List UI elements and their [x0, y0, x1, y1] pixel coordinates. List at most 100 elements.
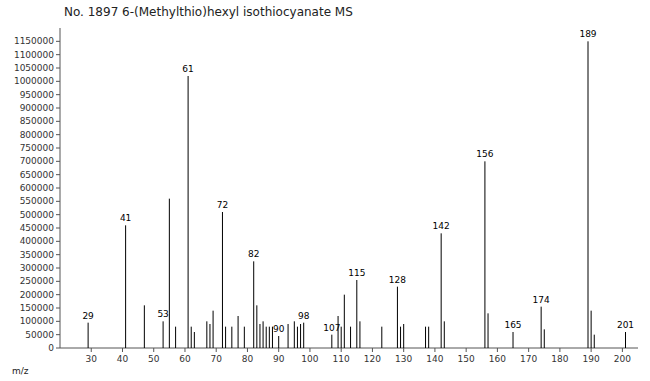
x-tick-label: 90	[273, 354, 285, 364]
y-tick	[56, 241, 60, 242]
x-tick-label: 30	[86, 354, 98, 364]
y-tick	[56, 68, 60, 69]
y-tick	[56, 161, 60, 162]
peak	[381, 327, 382, 348]
peak-label: 156	[476, 149, 493, 159]
peak-label: 72	[217, 200, 228, 210]
x-tick	[247, 348, 248, 352]
y-tick-label: 800000	[20, 130, 55, 140]
x-tick	[341, 348, 342, 352]
y-tick-label: 1000000	[14, 76, 54, 86]
peak-label: 29	[82, 311, 94, 321]
y-tick	[56, 308, 60, 309]
y-tick-label: 450000	[20, 223, 55, 233]
x-tick-label: 100	[301, 354, 318, 364]
peak	[209, 324, 210, 348]
peak	[297, 327, 298, 348]
peak	[397, 287, 398, 348]
peak	[256, 305, 257, 348]
x-tick	[403, 348, 404, 352]
y-tick	[56, 228, 60, 229]
peak	[266, 327, 267, 348]
y-tick-label: 100000	[20, 316, 55, 326]
peak	[125, 225, 126, 348]
x-tick	[622, 348, 623, 352]
peak	[269, 327, 270, 348]
y-tick-label: 550000	[20, 196, 55, 206]
y-tick-label: 0	[48, 343, 54, 353]
peak	[484, 161, 485, 348]
peak	[294, 321, 295, 348]
x-tick	[216, 348, 217, 352]
x-tick-label: 110	[333, 354, 350, 364]
x-axis-line	[60, 348, 638, 349]
x-tick-label: 130	[395, 354, 412, 364]
y-tick	[56, 148, 60, 149]
x-tick-label: 120	[364, 354, 381, 364]
x-tick	[559, 348, 560, 352]
peak-label: 61	[182, 64, 193, 74]
x-tick	[372, 348, 373, 352]
peak-label: 128	[389, 275, 406, 285]
y-tick-label: 400000	[20, 236, 55, 246]
y-tick	[56, 174, 60, 175]
y-tick-label: 200000	[20, 290, 55, 300]
peak-label: 82	[248, 249, 259, 259]
x-tick-label: 50	[148, 354, 160, 364]
peak	[263, 321, 264, 348]
x-tick-label: 170	[520, 354, 537, 364]
y-tick-label: 1100000	[14, 50, 54, 60]
y-tick	[56, 294, 60, 295]
peak	[238, 316, 239, 348]
x-tick-label: 140	[426, 354, 443, 364]
peak	[222, 212, 223, 348]
x-tick	[153, 348, 154, 352]
x-tick	[434, 348, 435, 352]
peak	[225, 327, 226, 348]
y-tick-label: 750000	[20, 143, 55, 153]
peak-label: 115	[348, 268, 365, 278]
peak	[175, 327, 176, 348]
x-tick	[591, 348, 592, 352]
peak	[278, 336, 279, 348]
peak	[594, 335, 595, 348]
y-tick-label: 150000	[20, 303, 55, 313]
peak	[544, 329, 545, 348]
y-tick	[56, 81, 60, 82]
peak	[259, 324, 260, 348]
x-tick	[528, 348, 529, 352]
x-tick-label: 190	[583, 354, 600, 364]
y-tick-label: 1050000	[14, 63, 54, 73]
peak	[425, 327, 426, 348]
peak	[359, 321, 360, 348]
peak	[213, 311, 214, 348]
peak	[350, 327, 351, 348]
peak	[488, 313, 489, 348]
y-tick	[56, 268, 60, 269]
y-tick	[56, 281, 60, 282]
x-tick	[184, 348, 185, 352]
peaks	[88, 41, 625, 348]
y-tick-label: 350000	[20, 250, 55, 260]
x-tick	[91, 348, 92, 352]
x-tick	[122, 348, 123, 352]
peak	[344, 295, 345, 348]
chart: 0500001000001500002000002500003000003500…	[0, 0, 650, 381]
x-tick-label: 60	[179, 354, 191, 364]
peak	[403, 324, 404, 348]
peak	[625, 332, 626, 348]
y-tick-label: 600000	[20, 183, 55, 193]
peak-label: 165	[504, 320, 521, 330]
peak	[400, 327, 401, 348]
peak	[300, 324, 301, 348]
peak	[356, 280, 357, 348]
y-tick-label: 900000	[20, 103, 55, 113]
x-axis-label: m/z	[12, 366, 29, 376]
y-tick-label: 650000	[20, 170, 55, 180]
x-tick-label: 40	[117, 354, 129, 364]
peak	[341, 327, 342, 348]
x-tick	[466, 348, 467, 352]
peak-label: 90	[273, 324, 285, 334]
x-tick-label: 160	[489, 354, 506, 364]
peak	[441, 233, 442, 348]
